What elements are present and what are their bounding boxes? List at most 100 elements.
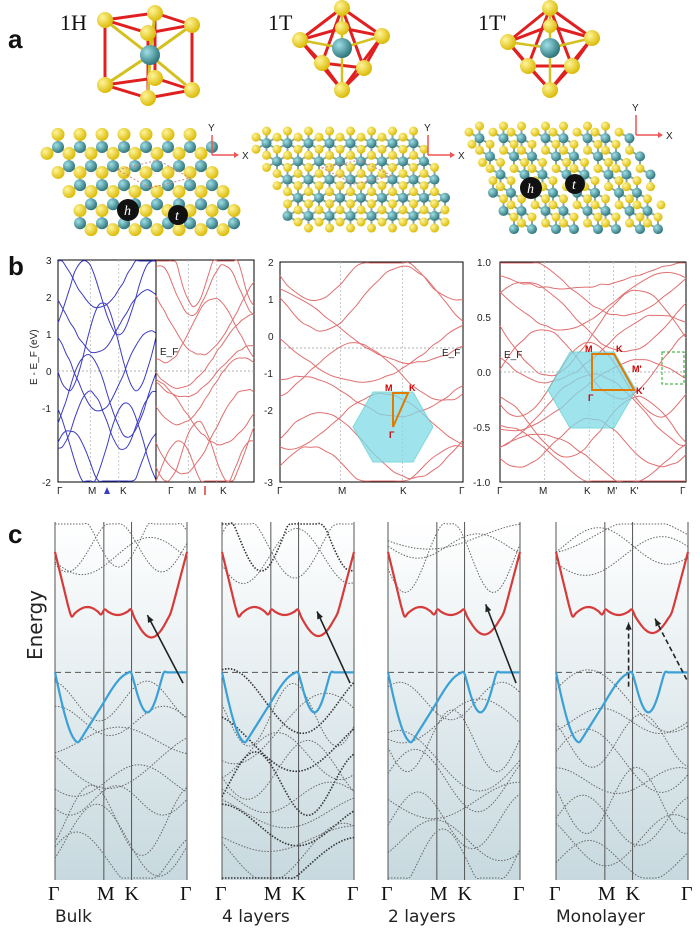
kpt-label: M — [264, 883, 282, 905]
inset-label-m: M — [385, 383, 393, 393]
kpt-label: K — [292, 883, 307, 905]
kpt-label: Γ — [277, 486, 283, 497]
kpt-label: M' — [607, 486, 617, 497]
kpt-label: K — [220, 486, 227, 497]
kpt-label: K — [458, 883, 473, 905]
kpt-label: M — [88, 486, 96, 497]
ef-label: E_F — [160, 347, 178, 358]
band-plot-1h-right: E_F Γ M K — [155, 259, 255, 497]
phase-label-1t-prime: 1T' — [478, 10, 506, 35]
axis-x-label: X — [458, 151, 465, 162]
ytick: -2 — [42, 478, 51, 489]
ytick: 0 — [268, 332, 274, 343]
panel-a-letter: a — [8, 24, 23, 54]
caption-monolayer: Monolayer — [556, 907, 645, 927]
kpt-label: M — [430, 883, 448, 905]
highlight-box — [661, 351, 685, 385]
polyhedron-1h — [97, 5, 200, 106]
kpt-label: Γ — [459, 486, 465, 497]
band-lines-red — [499, 262, 687, 482]
caption-bulk: Bulk — [55, 907, 92, 927]
xy-axes-1h: Y X — [208, 123, 249, 162]
phase-label-1h: 1H — [60, 10, 87, 35]
ytick: 0 — [46, 367, 52, 378]
kpt-label: M — [598, 883, 616, 905]
band-lines-red — [155, 259, 255, 483]
lattice-1h — [40, 127, 241, 237]
band-plot-1t-prime: 1.0 0.5 0.0 -0.5 -1.0 E_F Γ M K M' K' Γ … — [473, 258, 687, 497]
brillouin-zone-inset: M K Γ — [352, 383, 434, 463]
panel-b-letter: b — [8, 251, 24, 281]
kpt-label: M — [188, 486, 196, 497]
kpt-label: K' — [630, 486, 639, 497]
site-marker-h-1t-prime: h — [520, 177, 542, 199]
inset-label-m: M — [585, 344, 593, 354]
ytick: 1 — [46, 330, 52, 341]
inset-label-m-prime: M' — [632, 364, 642, 374]
ytick: -1 — [264, 369, 273, 380]
ytick: -1 — [42, 404, 51, 415]
axis-y-label: Y — [632, 103, 639, 114]
axis-y-label: Y — [424, 123, 431, 134]
blue-arrow-marker — [104, 487, 110, 494]
ytick: 2 — [268, 258, 274, 269]
kpt-label: M — [539, 486, 547, 497]
polyhedron-1t — [292, 0, 390, 98]
phase-label-1t: 1T — [268, 10, 293, 35]
kpt-label: Γ — [513, 883, 525, 905]
caption-2-layers: 2 layers — [388, 907, 456, 927]
kpt-label: M — [97, 883, 115, 905]
kpt-label: Γ — [180, 883, 192, 905]
panel-c-letter: c — [8, 519, 22, 549]
inset-label-gamma: Γ — [389, 430, 395, 440]
inset-label-k: K — [409, 383, 416, 393]
kpt-label: Γ — [681, 883, 693, 905]
axis-x-label: X — [242, 151, 249, 162]
ytick: 1.0 — [477, 258, 491, 269]
ytick: -3 — [264, 478, 273, 489]
axis-x-label: X — [666, 131, 673, 142]
panel-b: b 3 2 1 0 -1 -2 E - E_F (eV) Γ M K E_F Γ… — [8, 251, 687, 497]
axis-y-label: Y — [208, 123, 215, 134]
lattice-1t-prime — [464, 121, 666, 235]
kpt-label: K — [584, 486, 591, 497]
ytick: 2 — [46, 293, 52, 304]
ytick: 0.0 — [477, 368, 491, 379]
inset-label-k-prime: K' — [636, 386, 645, 396]
kpt-label: K — [400, 486, 407, 497]
site-label-h: h — [124, 204, 131, 219]
site-label-h: h — [527, 182, 534, 197]
polyhedron-1t-prime — [500, 0, 600, 98]
xy-axes-1t: Y X — [424, 123, 465, 162]
kpt-label: Γ — [168, 486, 174, 497]
ef-label: E_F — [442, 348, 460, 359]
y-axis-label: E - E_F (eV) — [29, 329, 40, 385]
ytick: -2 — [264, 406, 273, 417]
kpt-label: K — [626, 883, 641, 905]
site-label-t: t — [572, 178, 577, 193]
energy-axis-label: Energy — [23, 590, 47, 660]
ytick: -1.0 — [473, 478, 491, 489]
kpt-label: M — [338, 486, 346, 497]
ytick: 3 — [46, 256, 52, 267]
kpt-label: Γ — [48, 883, 60, 905]
kpt-label: Γ — [549, 883, 561, 905]
band-plot-1t: 2 1 0 -1 -2 -3 E_F Γ M K Γ M K Γ — [264, 258, 465, 497]
ytick: 0.5 — [477, 313, 491, 324]
kpt-label: K — [125, 883, 140, 905]
kpt-label: Γ — [497, 486, 503, 497]
kpt-label: Γ — [347, 883, 359, 905]
site-marker-h-1h: h — [117, 199, 139, 221]
kpt-label: Γ — [215, 883, 227, 905]
ytick: 1 — [268, 295, 274, 306]
ytick: -0.5 — [473, 423, 491, 434]
band-lines-red — [279, 262, 464, 482]
band-lines-blue — [57, 260, 157, 483]
